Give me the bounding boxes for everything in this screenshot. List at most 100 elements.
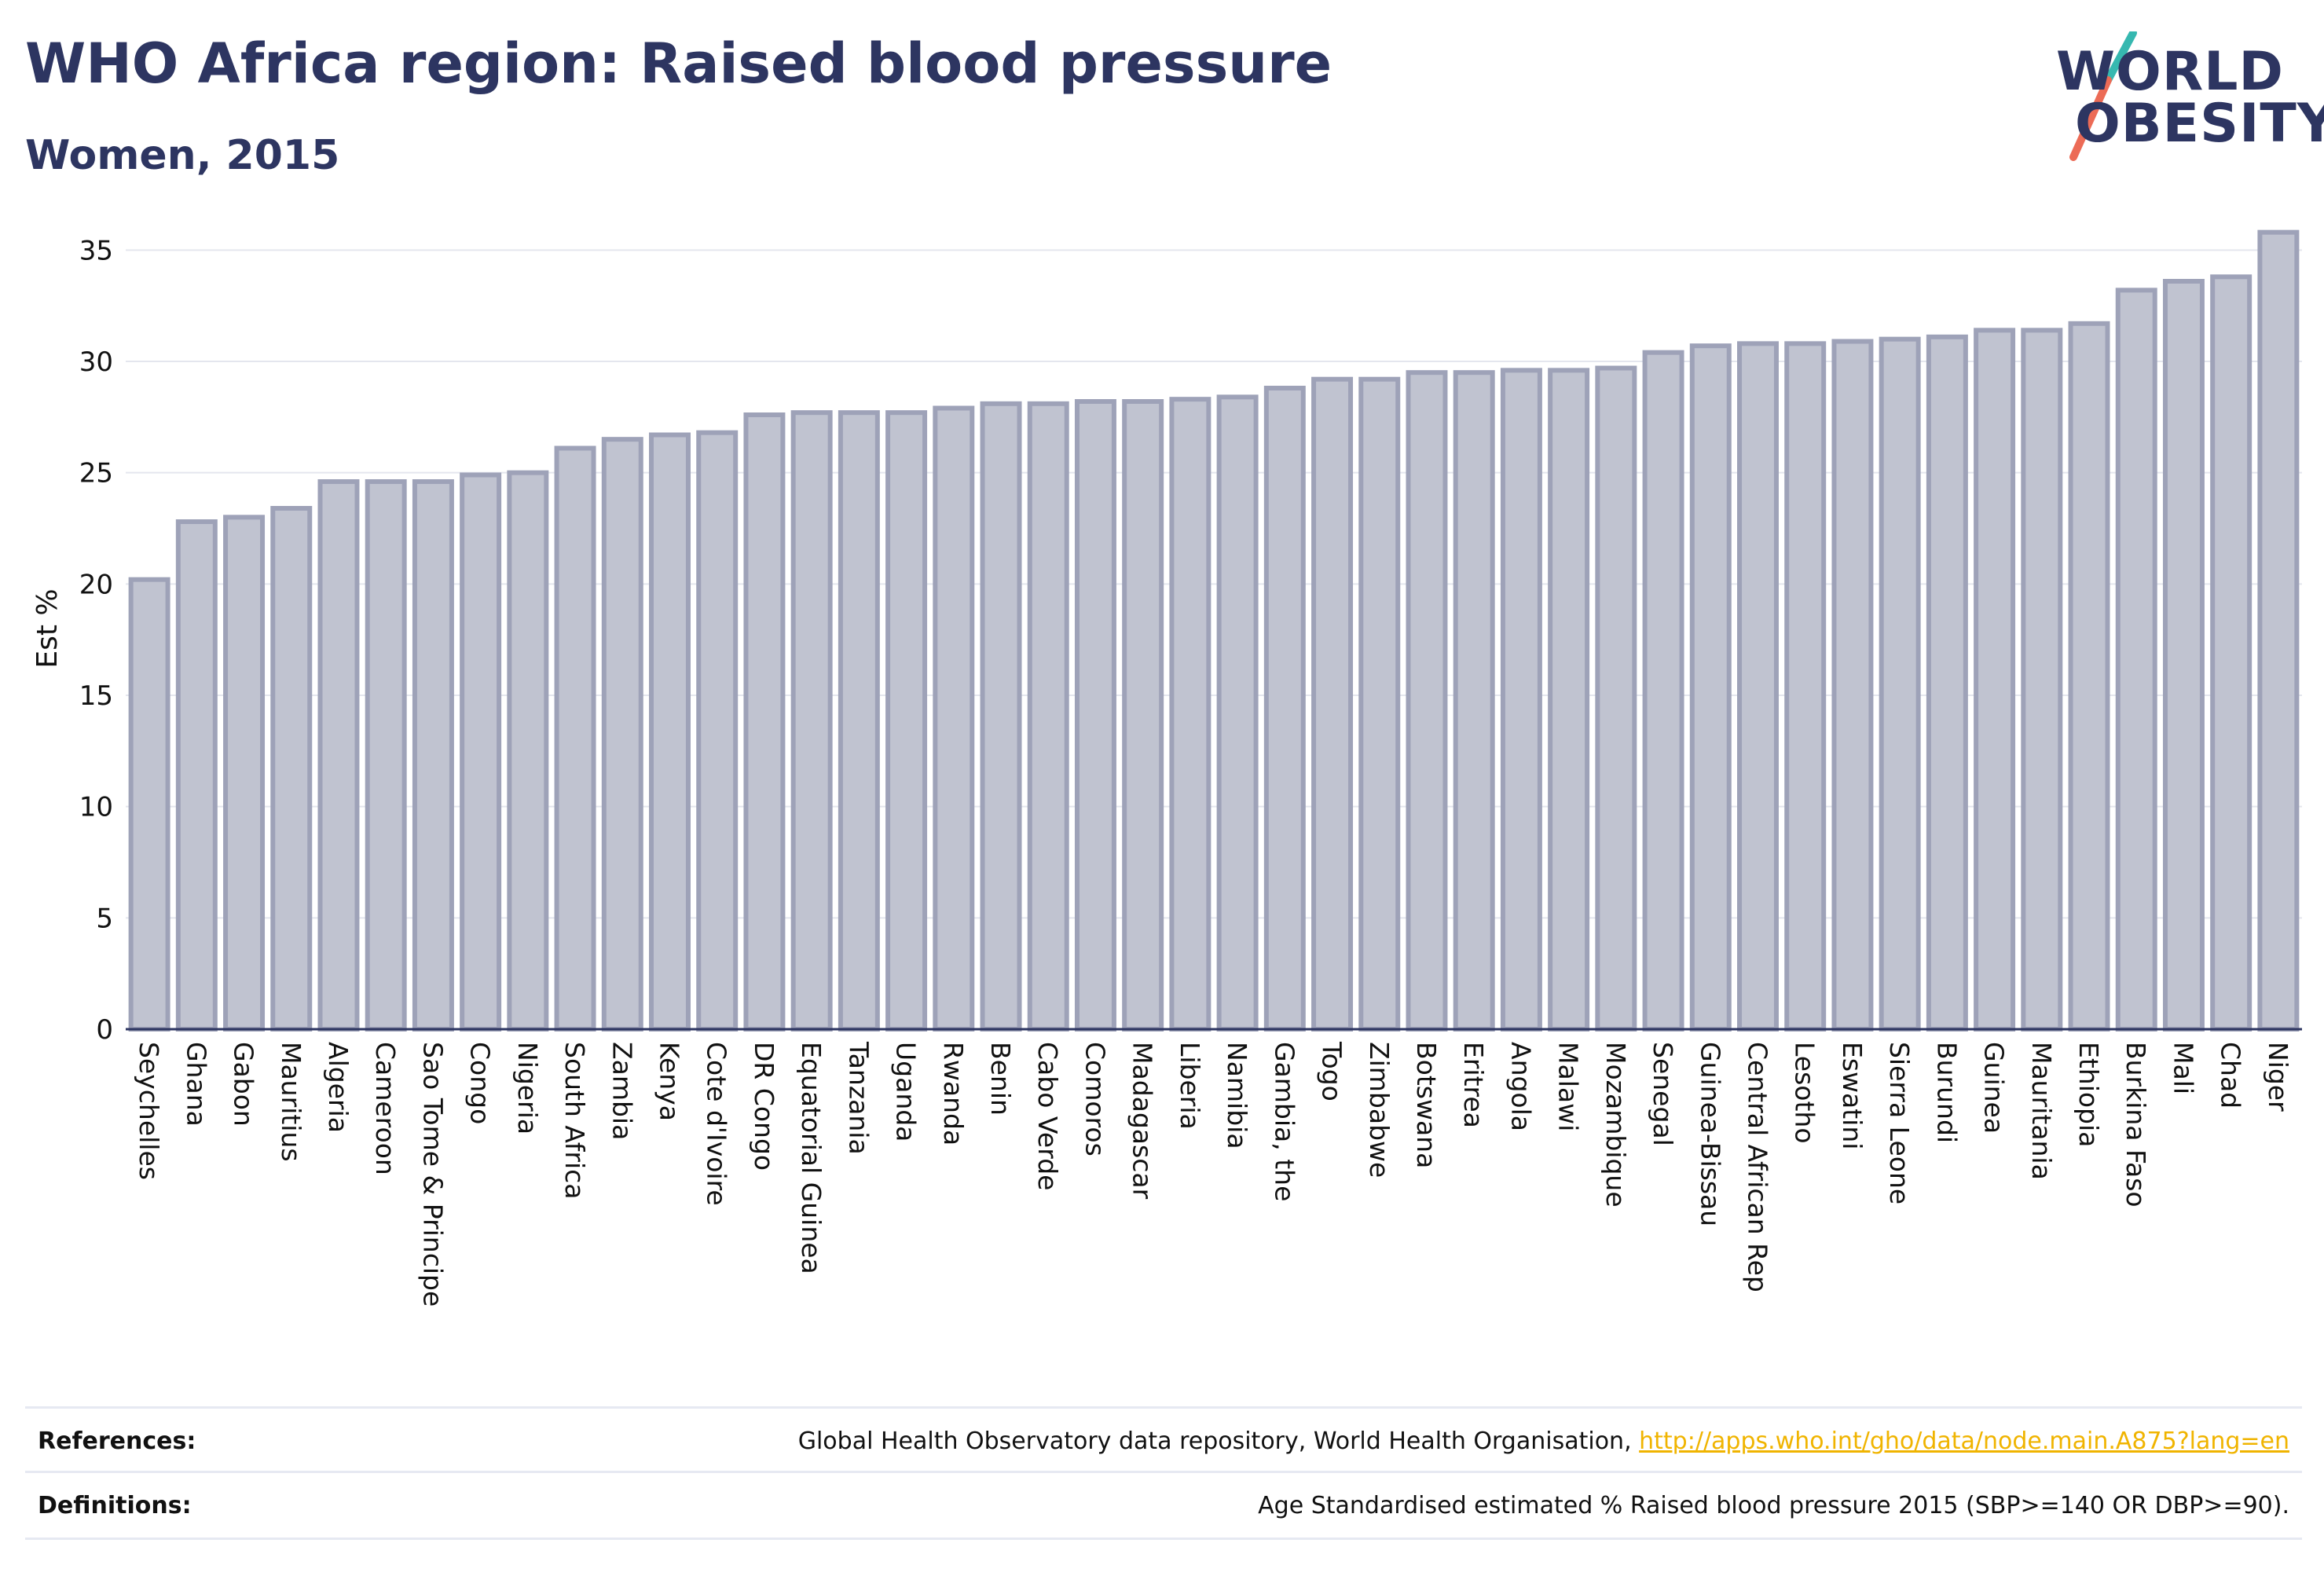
bar [1406,370,1448,1032]
y-tick-label: 0 [96,1014,113,1046]
bar [2210,274,2253,1032]
bar [1263,386,1306,1032]
y-tick-label: 25 [79,458,113,489]
x-tick-label: Guinea-Bissau [1695,1042,1725,1226]
references-link[interactable]: http://apps.who.int/gho/data/node.main.A… [1639,1428,2289,1455]
y-tick-label: 20 [79,569,113,600]
x-tick-label: Tanzania [843,1041,874,1155]
world-obesity-logo: WORLD OBESITY [2047,31,2324,165]
bar [2162,279,2205,1032]
y-axis-label: Est % [31,588,64,668]
bar [2068,321,2110,1032]
bar [507,470,549,1032]
x-tick-label: Zambia [607,1042,637,1140]
bar [1926,334,1968,1032]
x-tick-label: Eritrea [1458,1042,1489,1128]
bar [1500,368,1542,1032]
bar [460,472,502,1032]
y-tick-label: 35 [79,235,113,266]
x-tick-label: DR Congo [749,1042,779,1171]
bar [1453,370,1495,1032]
bar [317,479,360,1032]
bar [1216,394,1259,1032]
x-tick-label: Niger [2263,1042,2293,1112]
bar [649,432,691,1032]
bar [885,410,928,1032]
x-tick-label: Chad [2216,1042,2246,1109]
bar [128,577,170,1032]
x-tick-label: Burkina Faso [2121,1042,2151,1208]
references-value: Global Health Observatory data repositor… [798,1428,2289,1455]
bar [1879,336,1921,1032]
bar [1831,339,1874,1032]
y-tick-label: 10 [79,792,113,823]
bar [790,410,833,1032]
bar [696,430,739,1032]
x-tick-label: Uganda [891,1042,922,1142]
bar [554,445,596,1032]
x-tick-label: Senegal [1648,1042,1678,1146]
x-tick-label: Liberia [1175,1042,1205,1130]
x-tick-label: Mauritania [2026,1042,2057,1180]
x-tick-label: Madagascar [1127,1042,1158,1200]
bar [980,401,1022,1032]
y-tick-label: 30 [79,346,113,378]
y-tick-labels: 0 5 10 15 20 25 30 35 [79,235,113,1046]
chart-subtitle: Women, 2015 [25,132,340,179]
x-tick-label: Seychelles [134,1042,164,1180]
x-tick-label: Eswatini [1837,1042,1868,1149]
bar [1689,343,1732,1032]
x-tick-label: Benin [985,1042,1016,1116]
x-tick-label: Ethiopia [2073,1042,2104,1147]
bar [412,479,454,1032]
bars [128,229,2300,1032]
bar [1548,368,1590,1032]
definitions-value: Age Standardised estimated % Raised bloo… [1258,1492,2289,1519]
x-tick-label: Gambia, the [1269,1042,1299,1201]
logo-text-obesity: OBESITY [2075,93,2324,155]
y-tick-label: 15 [79,680,113,712]
x-tick-label: Congo [465,1042,496,1124]
bar [601,437,643,1032]
x-tick-label: South Africa [559,1042,590,1200]
x-tick-label: Algeria [323,1042,354,1133]
bar [2021,328,2063,1032]
x-tick-label: Mozambique [1600,1042,1631,1208]
bar [270,506,313,1032]
bar [1974,328,2016,1032]
x-tick-label: Botswana [1411,1042,1442,1168]
logo-text-world: WORLD [2056,41,2284,103]
x-tick-label: Cabo Verde [1032,1042,1063,1190]
x-tick-label: Equatorial Guinea [796,1042,827,1274]
x-tick-label: Namibia [1222,1042,1252,1149]
bar [2115,288,2157,1032]
bar [1358,376,1401,1032]
bar [2257,229,2300,1032]
bar [175,519,218,1032]
bar [1642,350,1684,1032]
bar [1027,401,1069,1032]
x-tick-label: Nigeria [512,1042,543,1134]
x-tick-label: Central African Rep [1743,1042,1773,1292]
bar [365,479,407,1032]
bar [1074,399,1116,1032]
x-tick-label: Sao Tome & Principe [417,1042,448,1307]
chart-title: WHO Africa region: Raised blood pressure [25,31,1332,96]
x-tick-label: Zimbabwe [1364,1042,1395,1178]
x-tick-label: Cameroon [370,1042,401,1175]
x-tick-label: Guinea [1979,1042,2010,1134]
bar [1122,399,1164,1032]
y-tick-label: 5 [96,903,113,934]
references-label: References: [38,1428,196,1455]
bar [933,405,975,1032]
x-tick-label: Mali [2168,1042,2198,1094]
x-tick-label: Mauritius [276,1042,306,1162]
bar [1784,341,1827,1032]
bar [223,515,266,1032]
x-tick-label: Kenya [654,1042,685,1121]
bar-chart: 0 5 10 15 20 25 30 35 Seychelles Ghana Gabon Mauri… [31,229,2302,1307]
logo-slash-icon [2069,31,2137,161]
x-tick-label: Sierra Leone [1884,1042,1915,1204]
bar [1311,376,1354,1032]
bar [838,410,880,1032]
